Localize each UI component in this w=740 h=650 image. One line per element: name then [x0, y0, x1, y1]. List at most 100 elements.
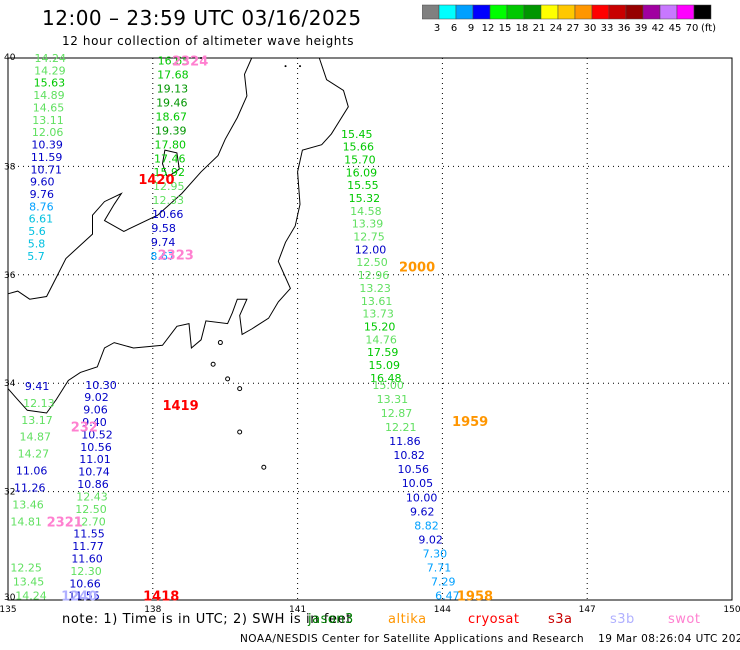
wave-height-value: 7.29 [431, 576, 456, 589]
wave-height-value: 9.60 [30, 176, 55, 189]
latitude-label: 40 [4, 53, 16, 63]
wave-height-value: 13.39 [352, 218, 384, 231]
generated-timestamp: 19 Mar 08:26:04 UTC 2025 [598, 633, 740, 645]
wave-height-value: 15.55 [347, 179, 379, 192]
pass-time-label: 1240 [61, 590, 97, 605]
latitude-label: 34 [4, 379, 16, 389]
pass-time-label: 1959 [452, 415, 488, 430]
scale-label: 3 [434, 23, 440, 34]
wave-height-value: 12.96 [358, 269, 390, 282]
wave-height-value: 9.06 [83, 404, 108, 417]
map-frame [7, 57, 733, 601]
wave-height-value: 15.32 [349, 192, 381, 205]
wave-height-value: 13.45 [13, 576, 45, 589]
wave-height-value: 15.70 [344, 154, 376, 167]
latitude-label: 32 [4, 488, 15, 498]
wave-height-value: 5.6 [28, 225, 46, 238]
pass-time-label: 2000 [399, 261, 435, 276]
wave-height-value: 6.61 [29, 213, 54, 226]
wave-height-value: 9.74 [151, 236, 176, 249]
wave-height-value: 10.00 [406, 491, 438, 504]
wave-height-value: 11.01 [79, 453, 111, 466]
credit-text: NOAA/NESDIS Center for Satellite Applica… [240, 633, 585, 645]
longitude-label: 138 [144, 605, 161, 615]
wave-height-value: 14.65 [33, 101, 64, 114]
wave-height-value: 12.70 [74, 515, 106, 528]
wave-height-value: 12.13 [23, 397, 55, 410]
wave-height-value: 13.23 [359, 282, 391, 295]
island-outline [161, 149, 180, 178]
island-outline [200, 57, 203, 59]
wave-height-value: 7.30 [423, 547, 448, 560]
latitude-label: 38 [4, 162, 16, 172]
scale-label: 39 [635, 23, 648, 34]
wave-height-value: 17.68 [157, 69, 189, 82]
track-1420: 14.2414.2915.6314.8914.6513.1112.0610.39… [27, 52, 174, 263]
wave-height-value: 10.71 [30, 163, 62, 176]
wave-height-value: 12.43 [76, 490, 108, 503]
wave-height-value: 12.75 [353, 231, 385, 244]
wave-height-value: 11.86 [389, 435, 421, 448]
scale-label: 27 [567, 23, 580, 34]
scale-label: 42 [652, 23, 665, 34]
wave-height-value: 11.06 [16, 465, 48, 478]
island-outline [210, 361, 216, 367]
pass-time-label: 1419 [162, 399, 198, 414]
wave-height-value: 18.67 [156, 110, 188, 123]
scale-label: 36 [618, 23, 631, 34]
color-scale-legend: 3 6 9 12 15 18 21 24 27 30 33 36 39 42 45 70 (ft) [422, 4, 716, 34]
wave-height-value: 14.29 [34, 64, 65, 77]
island-outline [299, 65, 302, 68]
track-2000: 15.4515.6615.7016.0915.5515.3214.5813.39… [341, 128, 435, 385]
wave-height-value: 11.60 [71, 552, 103, 565]
longitude-label: 144 [434, 605, 451, 615]
wave-height-value: 9.58 [151, 222, 176, 235]
track-1419: 10.309.029.069.4010.5210.5611.0110.7410.… [68, 379, 198, 603]
wave-height-value: 13.73 [362, 308, 394, 321]
wave-height-value: 12.33 [152, 194, 184, 207]
wave-height-value: 10.86 [77, 478, 109, 491]
wave-height-value: 8.76 [29, 200, 54, 213]
wave-height-value: 13.31 [377, 393, 409, 406]
scale-swatch [693, 4, 712, 20]
wave-height-value: 12.00 [355, 243, 387, 256]
wave-height-value: 8.67 [150, 250, 175, 263]
wave-height-value: 10.05 [402, 477, 434, 490]
longitude-label: 150 [723, 605, 740, 615]
satellite-s3a: s3a [548, 612, 573, 627]
wave-height-value: 15.92 [153, 166, 185, 179]
wave-height-value: 9.02 [418, 533, 443, 546]
wave-height-value: 14.24 [35, 52, 66, 65]
wave-height-value: 11.59 [31, 151, 63, 164]
wave-height-value: 11.77 [72, 540, 104, 553]
wave-height-value: 8.82 [414, 519, 439, 532]
scale-label: 70 [686, 23, 699, 34]
wave-height-value: 11.55 [68, 590, 100, 603]
wave-height-value: 17.59 [367, 346, 399, 359]
footer-note-text: note: 1) Time is in UTC; 2) SWH is in fe… [62, 612, 352, 627]
pass-time-label: 1418 [143, 590, 179, 605]
wave-height-value: 12.50 [75, 503, 107, 516]
scale-label: 12 [482, 23, 495, 34]
wave-height-value: 19.39 [155, 124, 187, 137]
wave-height-value: 16.09 [346, 166, 378, 179]
wave-height-value: 12.25 [10, 561, 42, 574]
wave-height-value: 14.89 [33, 89, 64, 102]
page-subtitle: 12 hour collection of altimeter wave hei… [62, 34, 355, 48]
pass-time-label: 232 [71, 421, 98, 436]
wave-height-value: 5.7 [27, 250, 45, 263]
satellite-jason3: jason3 [308, 612, 354, 627]
track-1958: 1958 [457, 590, 493, 605]
wave-height-value: 9.62 [410, 505, 435, 518]
scale-label: 33 [601, 23, 614, 34]
island-outline [237, 386, 243, 392]
satellite-swot: swot [668, 612, 701, 627]
longitude-label: 147 [579, 605, 596, 615]
pass-time-label: 2324 [172, 55, 208, 70]
wave-height-value: 15.66 [343, 141, 375, 154]
wave-height-value: 10.66 [69, 577, 101, 590]
track-2321: 9.41 12.13 13.17 14.87 14.27 11.06 11.26 13.46 1… [10, 380, 82, 530]
scale-label: 21 [533, 23, 546, 34]
